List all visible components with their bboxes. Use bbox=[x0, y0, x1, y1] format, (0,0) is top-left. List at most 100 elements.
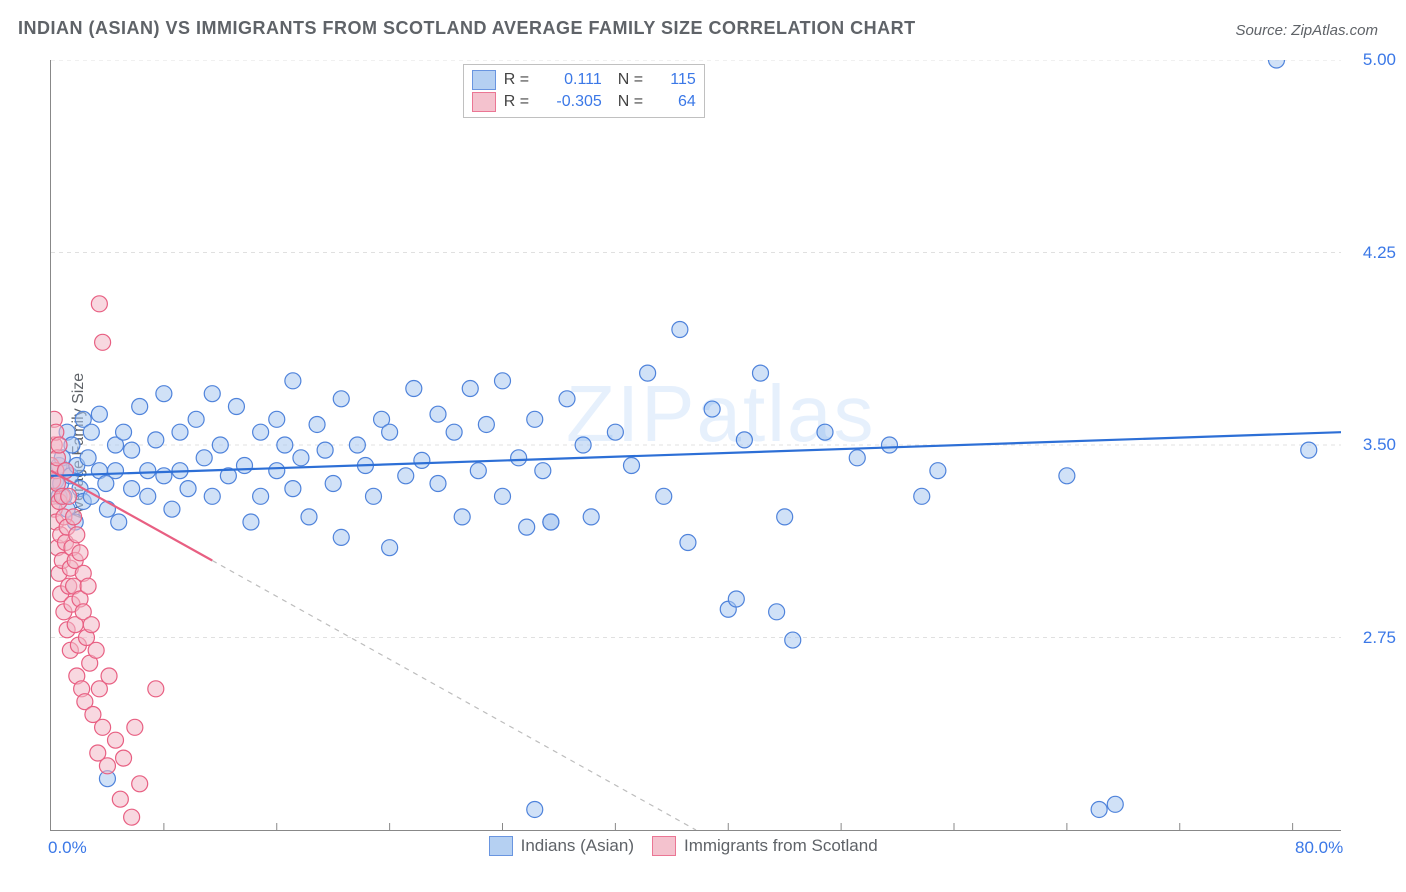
data-point bbox=[108, 463, 124, 479]
data-point bbox=[495, 488, 511, 504]
data-point bbox=[728, 591, 744, 607]
y-tick-label: 2.75 bbox=[1346, 628, 1396, 648]
data-point bbox=[309, 416, 325, 432]
data-point bbox=[95, 719, 111, 735]
data-point bbox=[148, 432, 164, 448]
data-point bbox=[366, 488, 382, 504]
data-point bbox=[61, 488, 77, 504]
data-point bbox=[99, 758, 115, 774]
data-point bbox=[672, 322, 688, 338]
data-point bbox=[527, 411, 543, 427]
data-point bbox=[519, 519, 535, 535]
data-point bbox=[1107, 796, 1123, 812]
data-point bbox=[285, 481, 301, 497]
data-point bbox=[640, 365, 656, 381]
data-point bbox=[704, 401, 720, 417]
data-point bbox=[95, 334, 111, 350]
data-point bbox=[253, 424, 269, 440]
legend-swatch bbox=[489, 836, 513, 856]
data-point bbox=[116, 424, 132, 440]
legend-item: Indians (Asian) bbox=[489, 836, 634, 856]
trend-line-extension bbox=[212, 561, 696, 831]
data-point bbox=[204, 488, 220, 504]
data-point bbox=[124, 481, 140, 497]
data-point bbox=[680, 535, 696, 551]
data-point bbox=[91, 296, 107, 312]
data-point bbox=[108, 732, 124, 748]
data-point bbox=[914, 488, 930, 504]
chart-title: INDIAN (ASIAN) VS IMMIGRANTS FROM SCOTLA… bbox=[18, 18, 916, 39]
data-point bbox=[124, 809, 140, 825]
data-point bbox=[607, 424, 623, 440]
data-point bbox=[132, 399, 148, 415]
data-point bbox=[101, 668, 117, 684]
data-point bbox=[543, 514, 559, 530]
data-point bbox=[140, 463, 156, 479]
data-point bbox=[237, 458, 253, 474]
legend-n-value: 115 bbox=[656, 71, 696, 89]
legend-n-label: N = bbox=[618, 71, 648, 89]
data-point bbox=[156, 468, 172, 484]
data-point bbox=[785, 632, 801, 648]
data-point bbox=[124, 442, 140, 458]
data-point bbox=[454, 509, 470, 525]
legend-r-label: R = bbox=[504, 71, 534, 89]
data-point bbox=[228, 399, 244, 415]
trend-line bbox=[51, 432, 1341, 476]
y-tick-label: 3.50 bbox=[1346, 435, 1396, 455]
series-legend: Indians (Asian) Immigrants from Scotland bbox=[489, 836, 878, 856]
data-point bbox=[559, 391, 575, 407]
data-point bbox=[243, 514, 259, 530]
data-point bbox=[188, 411, 204, 427]
scatter-plot bbox=[50, 60, 1341, 831]
source-label: Source: ZipAtlas.com bbox=[1235, 22, 1378, 39]
data-point bbox=[430, 406, 446, 422]
data-point bbox=[88, 642, 104, 658]
data-point bbox=[72, 545, 88, 561]
data-point bbox=[140, 488, 156, 504]
data-point bbox=[575, 437, 591, 453]
legend-r-label: R = bbox=[504, 93, 534, 111]
data-point bbox=[349, 437, 365, 453]
data-point bbox=[624, 458, 640, 474]
y-tick-label: 5.00 bbox=[1346, 50, 1396, 70]
legend-label: Indians (Asian) bbox=[521, 836, 634, 856]
y-tick-label: 4.25 bbox=[1346, 243, 1396, 263]
data-point bbox=[430, 476, 446, 492]
data-point bbox=[83, 424, 99, 440]
data-point bbox=[511, 450, 527, 466]
data-point bbox=[293, 450, 309, 466]
legend-r-value: -0.305 bbox=[542, 93, 602, 111]
data-point bbox=[80, 450, 96, 466]
data-point bbox=[849, 450, 865, 466]
data-point bbox=[1301, 442, 1317, 458]
data-point bbox=[172, 424, 188, 440]
data-point bbox=[382, 424, 398, 440]
data-point bbox=[882, 437, 898, 453]
data-point bbox=[495, 373, 511, 389]
data-point bbox=[930, 463, 946, 479]
data-point bbox=[99, 501, 115, 517]
data-point bbox=[382, 540, 398, 556]
data-point bbox=[656, 488, 672, 504]
data-point bbox=[253, 488, 269, 504]
data-point bbox=[1059, 468, 1075, 484]
data-point bbox=[527, 801, 543, 817]
data-point bbox=[817, 424, 833, 440]
data-point bbox=[769, 604, 785, 620]
data-point bbox=[753, 365, 769, 381]
data-point bbox=[414, 452, 430, 468]
data-point bbox=[736, 432, 752, 448]
data-point bbox=[132, 776, 148, 792]
x-tick-label: 80.0% bbox=[1295, 838, 1343, 858]
data-point bbox=[333, 529, 349, 545]
legend-item: Immigrants from Scotland bbox=[652, 836, 878, 856]
x-tick-label: 0.0% bbox=[48, 838, 87, 858]
data-point bbox=[277, 437, 293, 453]
data-point bbox=[317, 442, 333, 458]
data-point bbox=[777, 509, 793, 525]
legend-r-value: 0.111 bbox=[542, 71, 602, 89]
data-point bbox=[301, 509, 317, 525]
data-point bbox=[325, 476, 341, 492]
data-point bbox=[51, 437, 67, 453]
